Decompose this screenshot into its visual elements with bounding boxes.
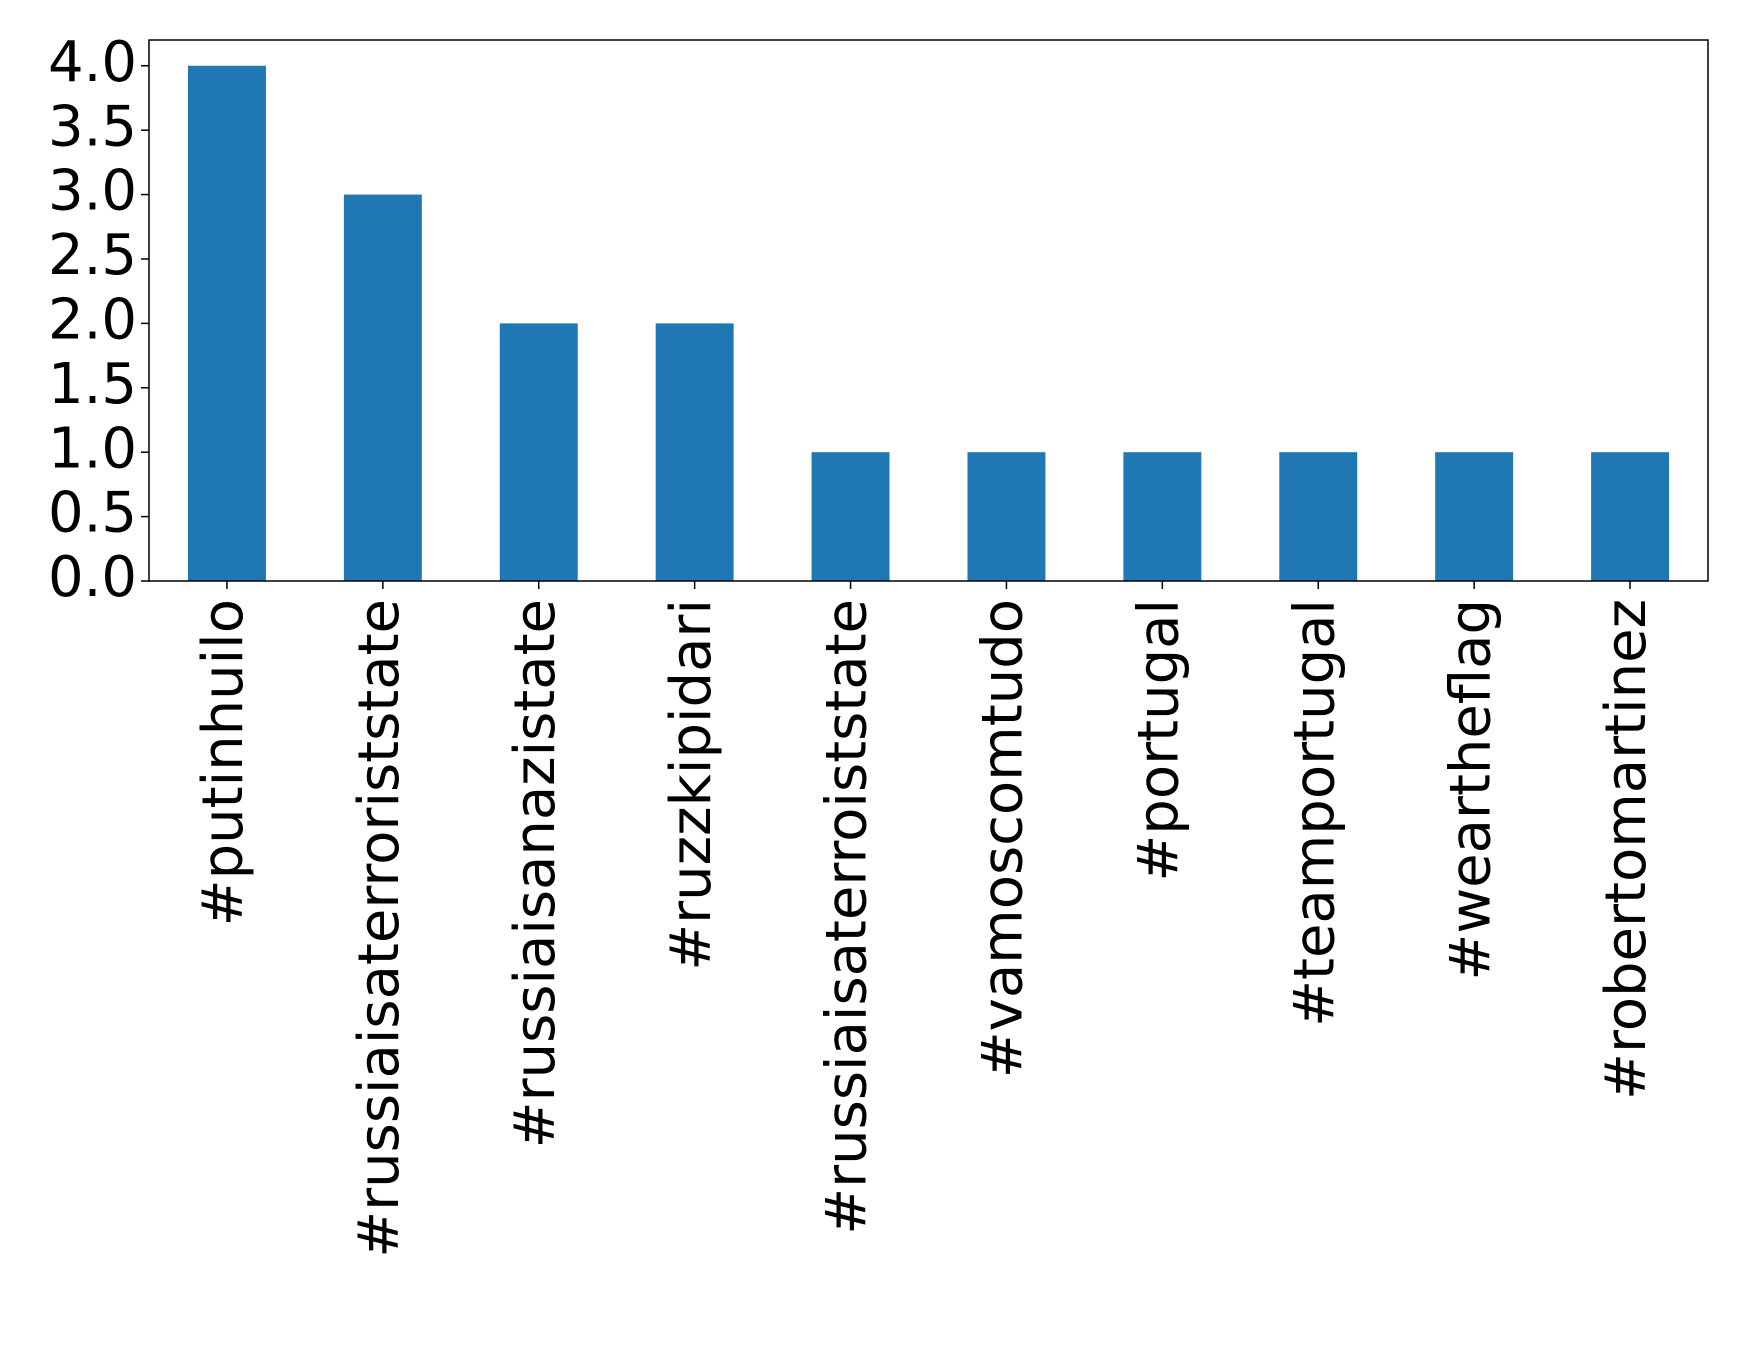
y-tick-label: 3.0	[48, 159, 137, 224]
bar	[967, 452, 1046, 581]
x-tick-label: #teamportugal	[1282, 599, 1347, 1027]
y-tick-label: 0.0	[48, 545, 137, 610]
bar	[1279, 452, 1358, 581]
bar	[187, 65, 266, 581]
y-tick-label: 0.5	[48, 481, 137, 546]
x-tick-label: #russiaisanazistate	[503, 599, 568, 1148]
y-tick-label: 4.0	[48, 30, 137, 95]
bar	[343, 194, 422, 582]
y-tick-label: 3.5	[48, 94, 137, 159]
bar	[1591, 452, 1670, 581]
x-tick-label: #russiaisaterroiststate	[815, 599, 880, 1235]
x-tick-label: #robertomartinez	[1594, 599, 1659, 1100]
y-tick-label: 2.0	[48, 288, 137, 353]
bar	[499, 323, 578, 581]
y-tick-label: 1.5	[48, 352, 137, 417]
y-tick-label: 1.0	[48, 416, 137, 481]
x-tick-label: #russiaisaterroriststate	[347, 599, 412, 1258]
bar	[1435, 452, 1514, 581]
x-tick-label: #ruzzkipidari	[659, 599, 724, 971]
plot-frame	[148, 39, 1709, 582]
y-tick-label: 2.5	[48, 223, 137, 288]
bar	[1123, 452, 1202, 581]
x-tick-label: #putinhuilo	[191, 599, 256, 926]
x-tick-label: #vamoscomtudo	[971, 599, 1036, 1078]
bar	[811, 452, 890, 581]
x-tick-label: #portugal	[1126, 599, 1191, 882]
bar	[655, 323, 734, 581]
x-tick-label: #weartheflag	[1438, 599, 1503, 981]
